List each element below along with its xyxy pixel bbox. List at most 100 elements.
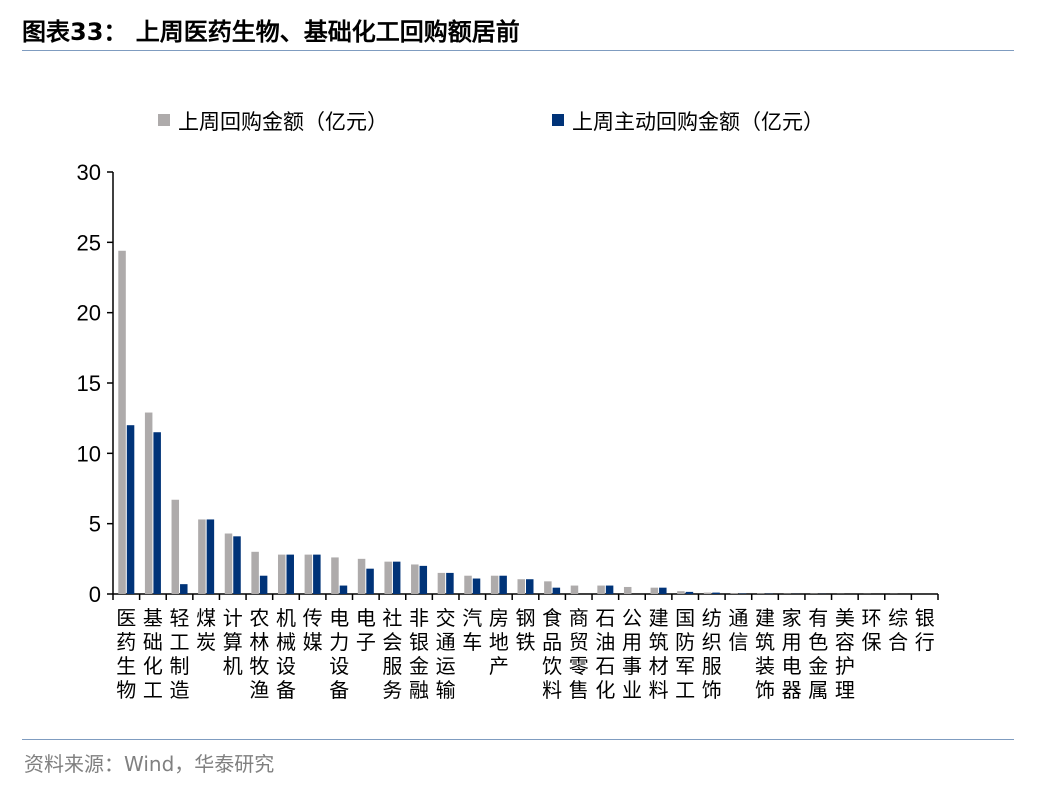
y-tick-label: 25 bbox=[77, 230, 101, 255]
x-tick-label: 事 bbox=[622, 654, 642, 678]
bar-active bbox=[685, 591, 694, 594]
bar-active bbox=[259, 575, 268, 594]
x-tick-label: 理 bbox=[835, 678, 855, 702]
x-tick-label: 筑 bbox=[649, 630, 669, 654]
bar-active bbox=[233, 536, 241, 594]
legend-swatch bbox=[158, 114, 170, 126]
bar-total bbox=[490, 575, 499, 594]
x-tick-label: 服 bbox=[382, 654, 402, 678]
x-tick-label: 计 bbox=[223, 606, 243, 630]
y-tick-label: 0 bbox=[89, 582, 101, 607]
x-tick-label: 化 bbox=[143, 654, 163, 678]
bar-total bbox=[464, 575, 472, 594]
x-tick-label: 综 bbox=[888, 606, 908, 630]
x-tick-label: 炭 bbox=[196, 630, 216, 654]
bar-active bbox=[339, 585, 348, 594]
x-tick-label: 石 bbox=[595, 654, 615, 678]
x-tick-label: 环 bbox=[861, 606, 881, 630]
x-tick-label: 运 bbox=[436, 654, 456, 678]
bar-active bbox=[419, 565, 428, 594]
bar-total bbox=[411, 564, 419, 594]
bar-active bbox=[472, 578, 481, 594]
bar-total bbox=[437, 572, 446, 594]
bar-total bbox=[118, 250, 126, 595]
x-tick-label: 饰 bbox=[755, 678, 775, 702]
x-tick-label: 护 bbox=[835, 654, 855, 678]
bar-total bbox=[251, 551, 259, 594]
bar-active bbox=[526, 579, 534, 594]
x-tick-label: 色 bbox=[808, 630, 828, 654]
top-rule bbox=[22, 50, 1014, 51]
x-tick-label: 用 bbox=[782, 630, 802, 654]
x-tick-label: 输 bbox=[436, 678, 456, 702]
bar-active bbox=[286, 554, 294, 594]
y-tick-label: 15 bbox=[77, 371, 101, 396]
bar-active bbox=[605, 585, 614, 594]
x-tick-label: 品 bbox=[542, 630, 562, 654]
bar-total bbox=[570, 585, 579, 594]
x-tick-label: 医 bbox=[116, 606, 136, 630]
x-tick-label: 造 bbox=[170, 678, 190, 702]
x-tick-label: 有 bbox=[808, 606, 828, 630]
bar-total bbox=[384, 561, 392, 594]
x-tick-label: 药 bbox=[116, 630, 136, 654]
x-tick-label: 料 bbox=[649, 678, 669, 702]
legend-label: 上周主动回购金额（亿元） bbox=[572, 110, 824, 134]
x-tick-label: 子 bbox=[356, 630, 376, 654]
x-tick-label: 食 bbox=[542, 606, 562, 630]
x-tick-label: 铁 bbox=[516, 630, 536, 654]
x-tick-label: 会 bbox=[382, 630, 402, 654]
x-tick-label: 油 bbox=[595, 630, 615, 654]
x-tick-label: 合 bbox=[888, 630, 908, 654]
x-tick-label: 银 bbox=[409, 630, 429, 654]
source-note: 资料来源：Wind，华泰研究 bbox=[24, 752, 275, 776]
bar-total bbox=[304, 554, 313, 594]
x-tick-label: 公 bbox=[622, 606, 642, 630]
x-tick-label: 渔 bbox=[249, 678, 269, 702]
bar-total bbox=[198, 519, 206, 594]
x-tick-label: 钢 bbox=[516, 606, 536, 630]
bar-total bbox=[224, 533, 233, 594]
bar-total bbox=[597, 585, 605, 594]
x-tick-label: 设 bbox=[329, 654, 349, 678]
x-tick-label: 备 bbox=[329, 678, 349, 702]
bar-active bbox=[366, 568, 374, 594]
x-tick-label: 设 bbox=[276, 654, 296, 678]
x-tick-label: 金 bbox=[409, 654, 429, 678]
x-tick-label: 零 bbox=[569, 654, 589, 678]
x-tick-label: 产 bbox=[489, 654, 509, 678]
x-tick-label: 军 bbox=[675, 654, 695, 678]
x-tick-label: 机 bbox=[276, 606, 296, 630]
x-tick-label: 容 bbox=[835, 630, 855, 654]
x-tick-label: 业 bbox=[622, 678, 642, 702]
x-tick-label: 煤 bbox=[196, 606, 216, 630]
x-tick-label: 行 bbox=[915, 630, 935, 654]
x-tick-label: 保 bbox=[861, 630, 881, 654]
x-tick-label: 备 bbox=[276, 678, 296, 702]
x-tick-label: 石 bbox=[595, 606, 615, 630]
x-tick-label: 工 bbox=[675, 678, 695, 702]
x-tick-label: 农 bbox=[249, 606, 269, 630]
x-tick-label: 房 bbox=[489, 606, 509, 630]
x-tick-label: 售 bbox=[569, 678, 589, 702]
x-tick-label: 汽 bbox=[462, 606, 482, 630]
x-tick-label: 电 bbox=[356, 606, 376, 630]
x-tick-label: 机 bbox=[223, 654, 243, 678]
x-tick-label: 筑 bbox=[755, 630, 775, 654]
bar-total bbox=[730, 593, 738, 594]
x-tick-label: 非 bbox=[409, 606, 429, 630]
x-tick-label: 融 bbox=[409, 678, 429, 702]
x-tick-label: 建 bbox=[755, 606, 775, 630]
x-tick-label: 用 bbox=[622, 630, 642, 654]
bottom-rule bbox=[22, 739, 1014, 740]
x-tick-label: 械 bbox=[276, 630, 296, 654]
x-tick-label: 化 bbox=[595, 678, 615, 702]
y-tick-label: 5 bbox=[89, 512, 101, 537]
y-tick-label: 30 bbox=[77, 160, 101, 185]
bar-active bbox=[659, 587, 667, 594]
x-tick-label: 算 bbox=[223, 630, 243, 654]
x-tick-label: 银 bbox=[915, 606, 935, 630]
bar-active bbox=[180, 584, 188, 594]
bar-total bbox=[357, 558, 366, 594]
